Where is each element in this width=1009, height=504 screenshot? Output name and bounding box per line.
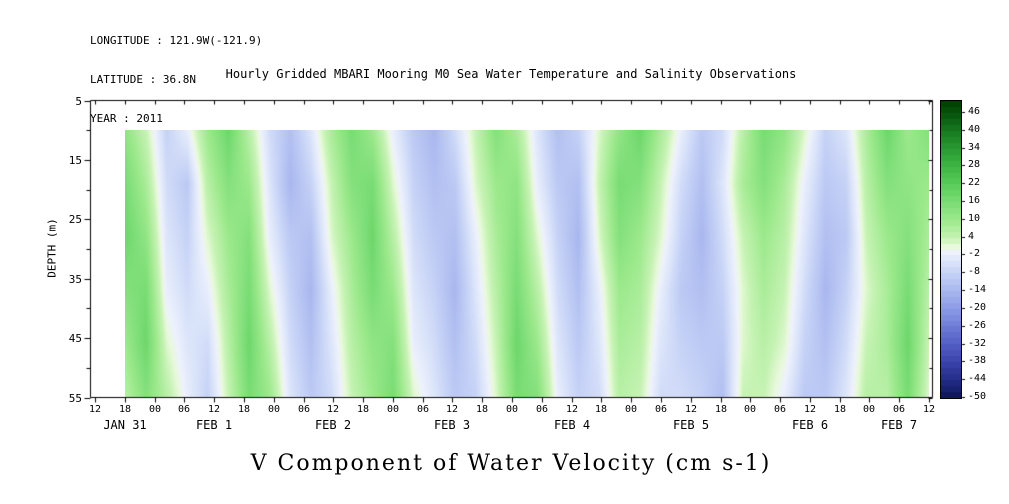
colorbar-tick-label: 34 [968,142,981,153]
x-tick-label: 00 [505,403,519,415]
x-tick-label: 06 [654,403,668,415]
x-tick-label: 12 [803,403,817,415]
x-tick-label: 12 [565,403,579,415]
x-tick-label: 00 [148,403,162,415]
x-tick-label: 18 [118,403,132,415]
x-tick-label: 06 [416,403,430,415]
date-label: FEB 5 [672,417,710,432]
x-tick-label: 06 [892,403,906,415]
date-label: JAN 31 [103,417,147,432]
y-tick-label: 45 [68,332,82,345]
colorbar-tick-label: -20 [968,302,987,313]
x-tick-label: 18 [475,403,489,415]
colorbar-canvas [940,100,962,399]
y-axis-label: DEPTH (m) [45,218,59,278]
x-tick-label: 18 [833,403,847,415]
colorbar-tick-label: -32 [968,338,987,349]
x-tick-label: 12 [922,403,936,415]
x-axis-title: V Component of Water Velocity (cm s-1) [250,451,772,476]
colorbar-tick-label: -14 [968,284,987,295]
y-tick-label: 15 [68,154,82,167]
y-tick-label: 5 [75,95,82,108]
x-tick-label: 06 [177,403,191,415]
date-label: FEB 3 [433,417,471,432]
x-tick-label: 12 [326,403,340,415]
colorbar-tick-label: -26 [968,320,987,331]
x-tick-label: 18 [594,403,608,415]
colorbar-tick-label: 40 [968,124,981,135]
colorbar-tick-label: 16 [968,195,981,206]
x-tick-label: 18 [714,403,728,415]
x-tick-label: 12 [88,403,102,415]
x-tick-label: 12 [684,403,698,415]
x-tick-label: 18 [237,403,251,415]
x-tick-label: 00 [267,403,281,415]
colorbar-tick-label: 28 [968,159,981,170]
colorbar-tick-label: -50 [968,391,987,402]
x-tick-label: 00 [862,403,876,415]
colorbar-tick-label: -2 [968,248,981,259]
colorbar-tick-label: -8 [968,266,981,277]
date-label: FEB 6 [791,417,829,432]
x-tick-label: 06 [297,403,311,415]
x-tick-label: 00 [624,403,638,415]
y-tick-label: 35 [68,273,82,286]
colorbar-tick-label: 4 [968,231,975,242]
x-tick-label: 12 [207,403,221,415]
x-tick-label: 00 [743,403,757,415]
colorbar-tick-label: 10 [968,213,981,224]
y-tick-label: 55 [68,392,82,405]
x-tick-label: 00 [386,403,400,415]
colorbar-tick-label: 22 [968,177,981,188]
x-tick-label: 18 [356,403,370,415]
date-label: FEB 2 [314,417,352,432]
colorbar-tick-label: -44 [968,373,987,384]
date-label: FEB 4 [553,417,591,432]
y-tick-label: 25 [68,213,82,226]
date-label: FEB 1 [195,417,233,432]
colorbar-tick-label: 46 [968,106,981,117]
date-label: FEB 7 [880,417,918,432]
colorbar-tick-label: -38 [968,355,987,366]
x-tick-label: 06 [773,403,787,415]
x-tick-label: 06 [535,403,549,415]
x-tick-label: 12 [445,403,459,415]
